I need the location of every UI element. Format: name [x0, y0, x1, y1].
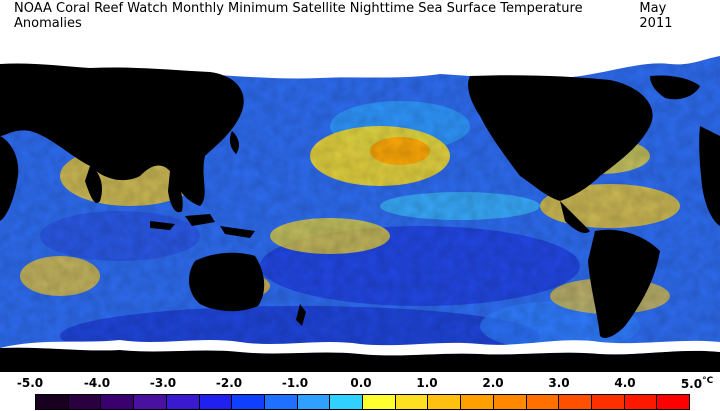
land-masses — [0, 63, 720, 338]
colorbar-swatch — [428, 395, 462, 409]
colorbar-swatch — [363, 395, 396, 409]
colorbar-swatch — [559, 395, 592, 409]
tick-label: -3.0 — [149, 376, 177, 390]
colorbar-swatch — [68, 395, 102, 409]
europe-africa-right-land — [699, 126, 720, 226]
unit-label: °C — [702, 376, 714, 386]
colorbar-swatch — [395, 395, 429, 409]
colorbar-swatch — [101, 395, 135, 409]
colorbar-swatch — [526, 395, 560, 409]
colorbar-swatch — [36, 395, 69, 409]
tick-label: 4.0 — [614, 376, 636, 390]
map-svg — [0, 36, 720, 372]
colorbar-swatch — [134, 395, 167, 409]
colorbar-swatch — [264, 395, 298, 409]
new-zealand-land — [296, 304, 306, 326]
colorbar-swatch — [493, 395, 527, 409]
north-america-land — [468, 75, 653, 201]
tick-label-max: 5.0°C — [681, 376, 713, 391]
antarctic-ice — [0, 340, 720, 356]
map-title: NOAA Coral Reef Watch Monthly Minimum Sa… — [14, 1, 583, 31]
antarctica-land — [0, 347, 720, 372]
eurasia-land — [0, 63, 244, 207]
colorbar-swatch — [591, 395, 625, 409]
colorbar-tick-labels: -5.0 -4.0 -3.0 -2.0 -1.0 0.0 1.0 2.0 3.0… — [0, 374, 720, 392]
tick-label: 1.0 — [416, 376, 438, 390]
tick-label: -2.0 — [215, 376, 243, 390]
tick-label: -4.0 — [83, 376, 111, 390]
colorbar-swatch — [657, 395, 690, 409]
arctic-ice — [0, 36, 720, 80]
tick-label: 3.0 — [548, 376, 570, 390]
colorbar-swatch — [461, 395, 494, 409]
africa-land — [0, 136, 19, 221]
indonesia-islands — [150, 214, 255, 238]
map-date: May 2011 — [639, 1, 673, 31]
sst-anomaly-map — [0, 36, 720, 372]
japan-land — [229, 131, 239, 154]
colorbar-swatch — [330, 395, 364, 409]
map-title-bar: NOAA Coral Reef Watch Monthly Minimum Sa… — [0, 0, 720, 32]
tick-label: -5.0 — [16, 376, 44, 390]
colorbar-swatch — [232, 395, 265, 409]
central-america-land — [560, 201, 590, 233]
colorbar-swatch — [624, 395, 658, 409]
tick-label: -1.0 — [281, 376, 309, 390]
tick-label: 0.0 — [350, 376, 372, 390]
greenland-land — [650, 75, 700, 100]
india-land — [85, 166, 102, 204]
colorbar-swatch — [297, 395, 331, 409]
australia-land — [188, 252, 265, 312]
tick-label: 2.0 — [482, 376, 504, 390]
colorbar-swatch — [199, 395, 233, 409]
tick-label: 5.0 — [680, 377, 703, 391]
colorbar-swatch — [166, 395, 200, 409]
south-america-land — [588, 229, 660, 338]
colorbar-legend: -5.0 -4.0 -3.0 -2.0 -1.0 0.0 1.0 2.0 3.0… — [0, 374, 720, 411]
colorbar-swatches — [35, 394, 690, 410]
southeast-asia-land — [168, 171, 183, 213]
